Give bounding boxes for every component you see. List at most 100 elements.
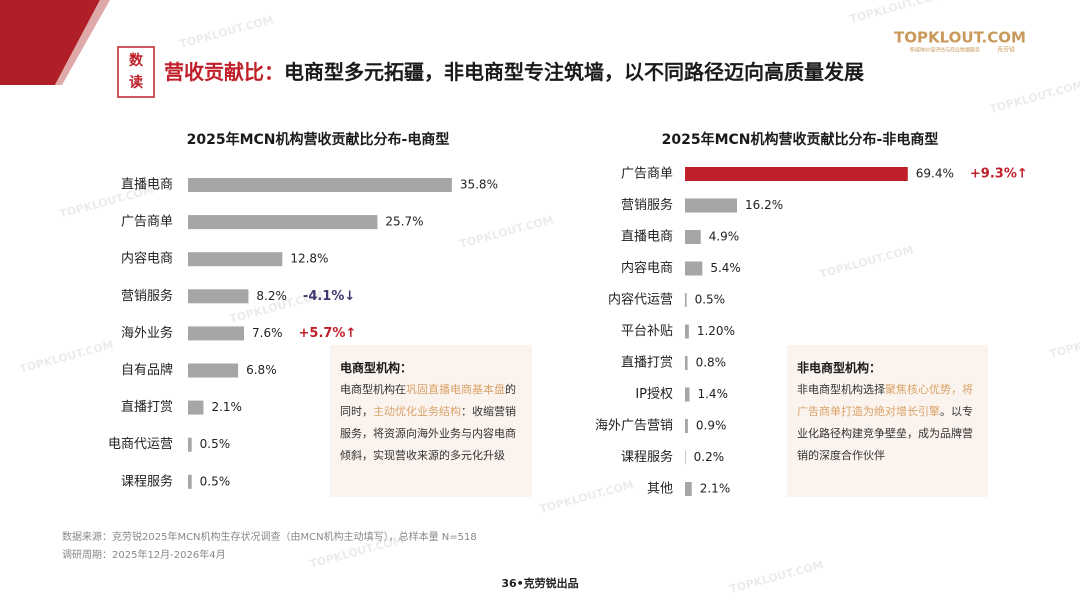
logo-subtitle: 新媒体价值评估与商业数据服务 <box>910 47 980 54</box>
note-text: 巩固直播电商基本盘 <box>406 383 505 396</box>
value-label: 2.1% <box>211 400 242 414</box>
value-label: 69.4% <box>916 167 954 181</box>
note-box: 电商型机构： 电商型机构在巩固直播电商基本盘的同时，主动优化业务结构：收缩营销服务… <box>330 345 532 497</box>
watermark: TOPKLOUT.COM <box>988 78 1080 116</box>
value-label: 6.8% <box>246 363 277 377</box>
bar <box>685 419 688 433</box>
bar <box>188 474 192 489</box>
category-label: 广告商单 <box>621 167 673 182</box>
value-label: 2.1% <box>700 482 731 496</box>
value-label: 1.4% <box>697 387 728 401</box>
value-label: 0.5% <box>695 293 726 307</box>
bar <box>188 215 378 230</box>
note-text: ：收缩营销服务，将资源向海外业务与内容电商倾斜，实现营收来源的多元化升级 <box>340 405 516 462</box>
bar <box>685 167 908 181</box>
value-label: 16.2% <box>745 198 783 212</box>
bar <box>685 387 690 402</box>
category-label: 广告商单 <box>121 215 173 230</box>
category-label: IP授权 <box>635 386 673 402</box>
category-label: 海外广告营销 <box>595 419 673 434</box>
value-label: 0.5% <box>200 474 231 488</box>
bar <box>188 326 245 341</box>
category-label: 营销服务 <box>621 197 673 213</box>
watermark: TOPKLOUT.COM <box>538 478 635 516</box>
bar <box>188 363 239 378</box>
category-label: 课程服务 <box>621 449 673 465</box>
badge-box <box>117 46 155 98</box>
note-text: 的同时， <box>340 383 516 418</box>
logo-brand: 克劳锐 <box>997 46 1015 54</box>
category-label: 直播打赏 <box>121 400 173 415</box>
note-text: 电商型机构在 <box>340 383 406 396</box>
category-label: 电商代运营 <box>108 437 173 452</box>
title-part: 电商型多元拓疆，非电商型专注筑墙，以不同路径迈向高质量发展 <box>284 60 864 84</box>
note-text: 非电商型机构选择 <box>797 383 885 396</box>
watermark: TOPKLOUT.COM <box>1048 323 1080 361</box>
value-label: 0.2% <box>694 450 725 464</box>
value-label: 4.9% <box>709 230 740 244</box>
bar <box>685 324 689 339</box>
value-label: 0.9% <box>696 419 727 433</box>
badge-text: 数 <box>129 52 144 69</box>
period: 调研周期：2025年12月-2026年4月 <box>62 550 226 561</box>
bar <box>188 252 283 267</box>
value-label: 5.4% <box>710 261 741 275</box>
bar <box>685 198 738 213</box>
category-label: 直播打赏 <box>621 356 673 371</box>
watermark: TOPKLOUT.COM <box>818 243 915 281</box>
watermark: TOPKLOUT.COM <box>728 558 825 596</box>
note-title: 非电商型机构： <box>797 361 882 375</box>
value-label: 25.7% <box>385 215 423 229</box>
category-label: 其他 <box>647 482 673 497</box>
value-label: 1.20% <box>697 324 735 338</box>
value-label: 35.8% <box>460 178 498 192</box>
note-title: 电商型机构： <box>340 361 413 375</box>
title-part: 营收贡献比： <box>164 60 284 84</box>
watermark: TOPKLOUT.COM <box>458 213 555 251</box>
watermark: TOPKLOUT.COM <box>178 13 275 51</box>
category-label: 海外业务 <box>121 325 173 341</box>
note-box: 非电商型机构： 非电商型机构选择聚焦核心优势，将广告商单打造为绝对增长引擎。以专业… <box>787 345 988 497</box>
bar <box>685 356 688 370</box>
bar <box>188 437 192 452</box>
value-label: 12.8% <box>290 252 328 266</box>
bar <box>685 482 692 496</box>
note-text: 。以专业化路径构建竞争壁垒，成为品牌营销的深度合作伙伴 <box>797 405 973 462</box>
bar <box>188 178 452 192</box>
bar <box>685 261 703 276</box>
category-label: 自有品牌 <box>121 362 173 378</box>
chart-title: 2025年MCN机构营收贡献比分布-电商型 <box>187 131 450 148</box>
bar <box>685 450 686 465</box>
note-text: 聚焦核心优势，将广告商单打造为绝对增长引擎 <box>797 383 973 418</box>
bar <box>188 289 249 304</box>
source: 数据来源：克劳锐2025年MCN机构生存状况调查（由MCN机构主动填写），总样本… <box>62 532 477 543</box>
category-label: 直播电商 <box>621 230 673 245</box>
slide-title: 营收贡献比：电商型多元拓疆，非电商型专注筑墙，以不同路径迈向高质量发展 <box>164 60 864 84</box>
value-label: 0.8% <box>696 356 727 370</box>
note-body: 电商型机构在巩固直播电商基本盘的同时，主动优化业务结构：收缩营销服务，将资源向海… <box>340 379 522 467</box>
note-body: 非电商型机构选择聚焦核心优势，将广告商单打造为绝对增长引擎。以专业化路径构建竞争… <box>797 379 978 467</box>
value-label: 7.6% <box>252 326 283 340</box>
category-label: 营销服务 <box>121 288 173 304</box>
bar <box>685 293 687 307</box>
bar <box>685 230 701 244</box>
value-label: 0.5% <box>200 437 231 451</box>
category-label: 直播电商 <box>121 178 173 193</box>
value-label: 8.2% <box>256 289 287 303</box>
watermark: TOPKLOUT.COM <box>848 0 945 26</box>
chart-title: 2025年MCN机构营收贡献比分布-非电商型 <box>662 131 939 148</box>
category-label: 内容电商 <box>121 251 173 267</box>
category-label: 内容电商 <box>621 260 673 276</box>
corner-decoration <box>55 0 110 85</box>
page-number: 36•克劳锐出品 <box>501 576 578 590</box>
change-label: +5.7%↑ <box>299 326 357 341</box>
category-label: 课程服务 <box>121 473 173 489</box>
bar <box>188 400 204 415</box>
corner-decoration <box>0 0 100 85</box>
change-label: -4.1%↓ <box>303 289 355 304</box>
change-label: +9.3%↑ <box>970 167 1028 182</box>
category-label: 内容代运营 <box>608 292 673 308</box>
category-label: 平台补贴 <box>621 324 673 339</box>
